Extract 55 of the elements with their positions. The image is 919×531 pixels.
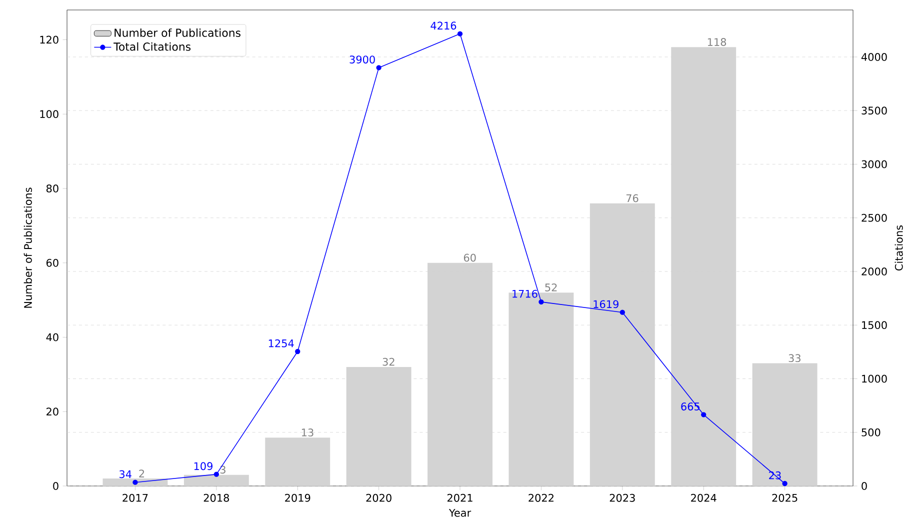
data-label: 3: [220, 466, 226, 474]
legend-label: Total Citations: [114, 42, 191, 51]
y2-tick-label: 500: [862, 428, 880, 436]
data-label: 33: [788, 354, 800, 362]
y-tick-label: 80: [46, 184, 58, 192]
y-tick-label: 0: [53, 482, 58, 490]
data-label: 60: [464, 254, 476, 262]
x-tick-label: 2018: [204, 494, 229, 502]
data-label: 1619: [594, 300, 618, 308]
data-label: 1716: [512, 290, 538, 298]
point: [620, 310, 626, 315]
data-label: 4216: [430, 22, 456, 30]
y2-tick-label: 4000: [861, 53, 887, 61]
y2-tick-label: 1500: [862, 321, 887, 330]
data-label: 76: [626, 194, 638, 202]
y-tick-label: 20: [46, 408, 58, 416]
y2-tick-label: 2500: [862, 214, 887, 222]
point: [538, 299, 544, 305]
point: [782, 480, 788, 486]
y2-tick-label: 1000: [862, 374, 887, 383]
y-axis-title: Number of Publications: [24, 188, 32, 308]
data-label: 118: [708, 38, 726, 46]
y2-tick-label: 0: [862, 482, 867, 490]
y2-tick-label: 2000: [862, 268, 887, 276]
point: [214, 472, 220, 477]
data-label: 109: [194, 462, 212, 470]
x-tick-label: 2022: [528, 494, 554, 502]
x-tick-label: 2017: [122, 494, 148, 502]
data-label: 1254: [268, 339, 294, 348]
x-axis-title: Year: [448, 509, 472, 517]
point: [132, 480, 138, 485]
y-tick-label: 120: [40, 36, 58, 44]
data-label: 34: [120, 470, 132, 478]
data-label: 32: [382, 358, 394, 366]
y-tick-label: 60: [46, 258, 58, 267]
y-tick-label: 100: [40, 110, 58, 118]
y2-tick-label: 3000: [862, 160, 887, 168]
x-tick-label: 2021: [447, 494, 472, 502]
x-tick-label: 2020: [366, 494, 392, 502]
data-label: 3900: [350, 56, 375, 64]
point: [701, 412, 706, 418]
data-label: 52: [545, 283, 557, 292]
x-tick-label: 2023: [610, 494, 635, 502]
point: [457, 31, 463, 36]
data-label: 13: [302, 428, 314, 436]
x-tick-label: 2024: [691, 494, 716, 502]
legend-label: Number of Publications: [114, 28, 240, 37]
y-tick-label: 40: [46, 333, 58, 342]
data-label: 2: [139, 470, 144, 478]
x-tick-label: 2019: [285, 494, 310, 502]
point: [295, 348, 300, 354]
y2-axis-title: Citations: [894, 225, 903, 270]
x-tick-label: 2025: [772, 494, 798, 502]
y2-tick-label: 3500: [862, 106, 887, 115]
point: [376, 65, 382, 70]
